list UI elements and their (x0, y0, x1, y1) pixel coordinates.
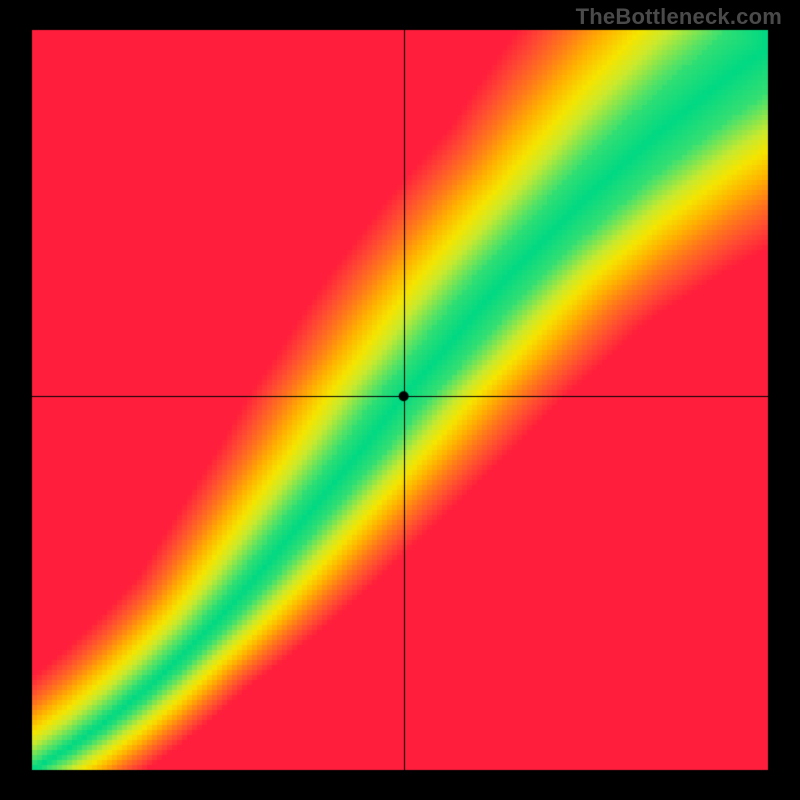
watermark-text: TheBottleneck.com (576, 4, 782, 30)
chart-container: TheBottleneck.com (0, 0, 800, 800)
bottleneck-heatmap (0, 0, 800, 800)
